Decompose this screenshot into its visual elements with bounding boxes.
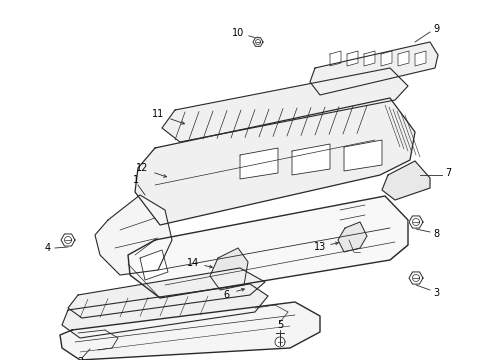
Polygon shape <box>68 268 264 318</box>
Text: 5: 5 <box>276 320 283 330</box>
Polygon shape <box>240 148 278 179</box>
Polygon shape <box>363 51 374 66</box>
Text: 6: 6 <box>223 290 228 300</box>
Text: 11: 11 <box>152 109 164 119</box>
Polygon shape <box>408 272 422 284</box>
Polygon shape <box>162 68 407 142</box>
Polygon shape <box>135 98 414 225</box>
Text: 14: 14 <box>186 258 199 268</box>
Polygon shape <box>60 302 319 360</box>
Polygon shape <box>62 284 267 338</box>
Polygon shape <box>209 248 247 290</box>
Polygon shape <box>337 222 366 252</box>
Text: 3: 3 <box>432 288 438 298</box>
Text: 10: 10 <box>231 28 244 38</box>
Text: 7: 7 <box>444 168 450 178</box>
Text: 1: 1 <box>133 175 139 185</box>
Polygon shape <box>329 51 340 66</box>
Text: 8: 8 <box>432 229 438 239</box>
Polygon shape <box>252 38 263 46</box>
Polygon shape <box>95 195 172 275</box>
Text: 2: 2 <box>77 357 83 360</box>
Text: 9: 9 <box>432 24 438 34</box>
Polygon shape <box>291 144 329 175</box>
Polygon shape <box>381 161 429 200</box>
Polygon shape <box>274 337 285 347</box>
Polygon shape <box>397 51 408 66</box>
Polygon shape <box>140 250 168 280</box>
Text: 12: 12 <box>136 163 148 173</box>
Polygon shape <box>343 140 381 171</box>
Text: 4: 4 <box>45 243 51 253</box>
Polygon shape <box>346 51 357 66</box>
Polygon shape <box>414 51 425 66</box>
Polygon shape <box>61 234 75 246</box>
Polygon shape <box>309 42 437 95</box>
Polygon shape <box>408 216 422 228</box>
Text: 13: 13 <box>313 242 325 252</box>
Polygon shape <box>128 196 407 298</box>
Polygon shape <box>380 51 391 66</box>
